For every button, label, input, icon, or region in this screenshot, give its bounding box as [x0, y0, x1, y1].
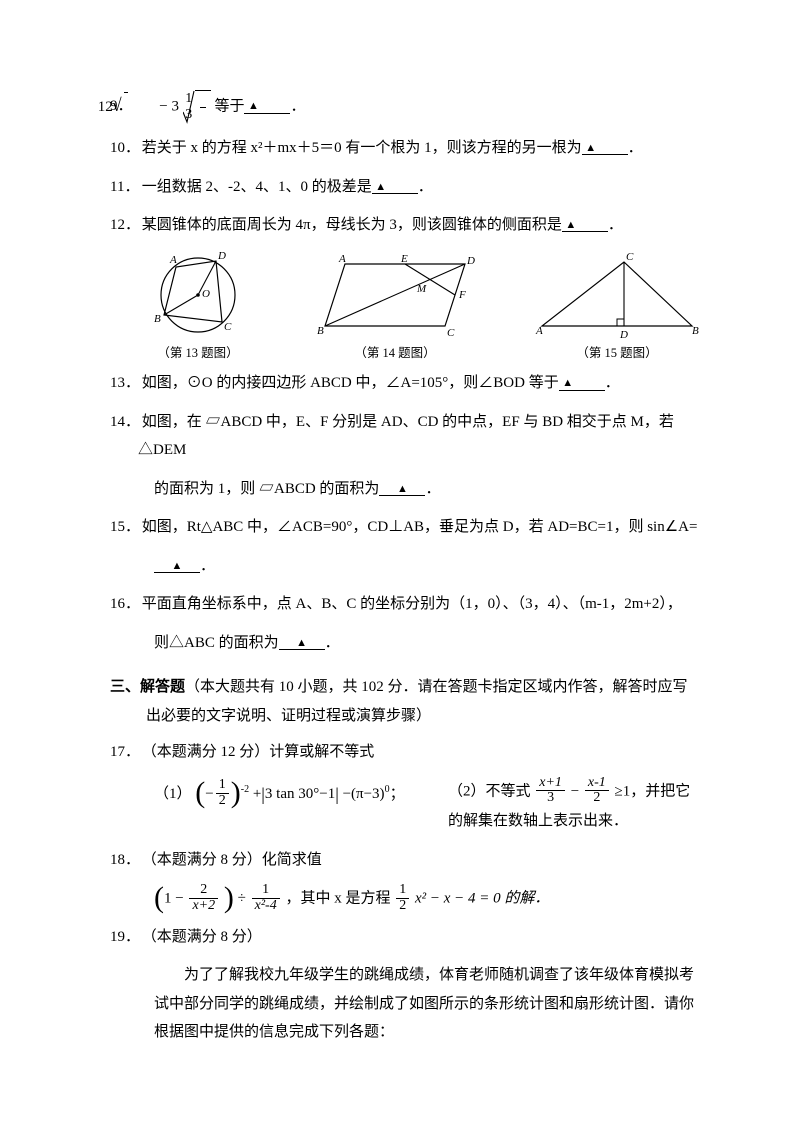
- question-10: 10． 若关于 x 的方程 x²＋mx＋5＝0 有一个根为 1，则该方程的另一根…: [110, 134, 702, 163]
- svg-text:O: O: [202, 288, 210, 300]
- question-number: 12．: [110, 211, 138, 240]
- question-18: 18． （本题满分 8 分）化简求值: [110, 846, 702, 875]
- answer-blank[interactable]: [559, 375, 605, 390]
- question-9: 9． 12 − 3 13 等于．: [110, 90, 702, 124]
- answer-blank[interactable]: [372, 179, 418, 194]
- answer-blank[interactable]: [379, 481, 425, 496]
- svg-text:A: A: [535, 325, 543, 337]
- svg-text:B: B: [154, 313, 161, 325]
- question-17-part1: （1） (−12)-2 +|3 tan 30°−1| −(π−3)0；: [154, 777, 408, 811]
- svg-text:D: D: [217, 250, 226, 262]
- svg-text:D: D: [619, 329, 628, 340]
- question-number: 16．: [110, 590, 138, 619]
- figure-13-svg: A B C D O: [138, 250, 258, 340]
- answer-blank[interactable]: [582, 140, 628, 155]
- figure-14-svg: A D C B E F M: [305, 250, 485, 340]
- question-13: 13． 如图，⊙O 的内接四边形 ABCD 中，∠A=105°，则∠BOD 等于…: [110, 369, 702, 398]
- question-number: 18．: [110, 846, 138, 875]
- figure-14-caption: （第 14 题图）: [305, 342, 485, 366]
- question-15: 15． 如图，Rt△ABC 中，∠ACB=90°，CD⊥AB，垂足为点 D，若 …: [110, 513, 702, 542]
- section-note: （本大题共有 10 小题，共 102 分．请在答题卡指定区域内作答，解答时应写出…: [146, 679, 688, 724]
- question-number: 19．: [110, 923, 138, 952]
- answer-blank[interactable]: [279, 635, 325, 650]
- svg-text:D: D: [466, 255, 475, 267]
- question-12: 12． 某圆锥体的底面周长为 4π，母线长为 3，则该圆锥体的侧面积是．: [110, 211, 702, 240]
- svg-text:F: F: [458, 289, 466, 301]
- question-17-part2-tail: 的解集在数轴上表示出来．: [448, 807, 702, 836]
- svg-text:A: A: [338, 253, 346, 265]
- question-number: 17．: [110, 738, 138, 767]
- svg-text:C: C: [626, 251, 634, 263]
- question-number: 15．: [110, 513, 138, 542]
- figure-15-svg: A B C D: [532, 250, 702, 340]
- answer-blank[interactable]: [154, 558, 200, 573]
- question-number: 13．: [110, 369, 138, 398]
- answer-blank[interactable]: [244, 98, 290, 113]
- question-14: 14． 如图，在 ▱ABCD 中，E、F 分别是 AD、CD 的中点，EF 与 …: [110, 408, 702, 465]
- svg-text:B: B: [692, 325, 699, 337]
- question-19-p1: 为了了解我校九年级学生的跳绳成绩，体育老师随机调查了该年级体育模拟考试中部分同学…: [154, 961, 702, 1047]
- question-14-cont: 的面积为 1，则 ▱ABCD 的面积为．: [110, 475, 702, 504]
- question-16-cont: 则△ABC 的面积为．: [110, 629, 702, 658]
- svg-text:A: A: [169, 254, 177, 266]
- question-18-expr: (1 − 2x+2 ) ÷ 1x²-4 ，其中 x 是方程 12 x² − x …: [110, 884, 702, 914]
- figure-14: A D C B E F M （第 14 题图）: [305, 250, 485, 366]
- answer-blank[interactable]: [562, 217, 608, 232]
- svg-text:C: C: [224, 321, 232, 333]
- sqrt-12: 12: [142, 92, 152, 122]
- question-17-part2: （2）不等式 x+13 − x-12 ≥1，并把它 的解集在数轴上表示出来．: [448, 777, 702, 836]
- figures-row: A B C D O （第 13 题图） A D C B E F M （第 14 …: [138, 250, 702, 366]
- question-number: 11．: [110, 173, 138, 202]
- figure-15-caption: （第 15 题图）: [532, 342, 702, 366]
- figure-15: A B C D （第 15 题图）: [532, 250, 702, 366]
- question-11: 11． 一组数据 2、-2、4、1、0 的极差是．: [110, 173, 702, 202]
- svg-text:B: B: [317, 325, 324, 337]
- question-16: 16． 平面直角坐标系中，点 A、B、C 的坐标分别为（1，0）、（3，4）、（…: [110, 590, 702, 619]
- question-19: 19． （本题满分 8 分）: [110, 923, 702, 952]
- question-17: 17． （本题满分 12 分）计算或解不等式: [110, 738, 702, 767]
- section-3-heading: 三、解答题（本大题共有 10 小题，共 102 分．请在答题卡指定区域内作答，解…: [110, 673, 702, 730]
- svg-text:M: M: [416, 283, 427, 295]
- question-17-parts: （1） (−12)-2 +|3 tan 30°−1| −(π−3)0； （2）不…: [110, 777, 702, 836]
- question-number: 14．: [110, 408, 138, 437]
- question-15-cont: ．: [110, 552, 702, 581]
- sqrt-frac: 13: [183, 90, 211, 124]
- question-number: 10．: [110, 134, 138, 163]
- svg-text:E: E: [400, 253, 408, 265]
- figure-13: A B C D O （第 13 题图）: [138, 250, 258, 366]
- svg-text:C: C: [447, 327, 455, 339]
- figure-13-caption: （第 13 题图）: [138, 342, 258, 366]
- section-title: 三、解答题: [110, 679, 185, 695]
- question-19-body: 为了了解我校九年级学生的跳绳成绩，体育老师随机调查了该年级体育模拟考试中部分同学…: [110, 961, 702, 1047]
